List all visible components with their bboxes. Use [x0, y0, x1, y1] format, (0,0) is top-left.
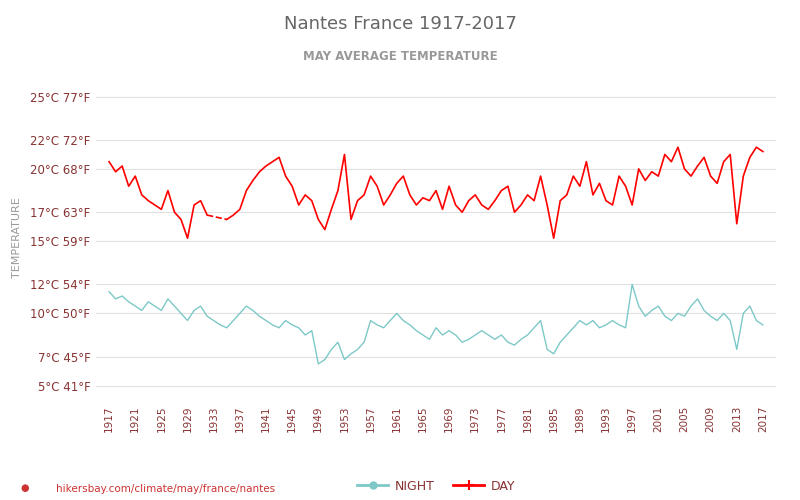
Legend: NIGHT, DAY: NIGHT, DAY — [352, 474, 520, 498]
Text: hikersbay.com/climate/may/france/nantes: hikersbay.com/climate/may/france/nantes — [56, 484, 275, 494]
Text: Nantes France 1917-2017: Nantes France 1917-2017 — [283, 15, 517, 33]
Y-axis label: TEMPERATURE: TEMPERATURE — [12, 197, 22, 278]
Text: MAY AVERAGE TEMPERATURE: MAY AVERAGE TEMPERATURE — [302, 50, 498, 63]
Text: ●: ● — [20, 484, 29, 494]
